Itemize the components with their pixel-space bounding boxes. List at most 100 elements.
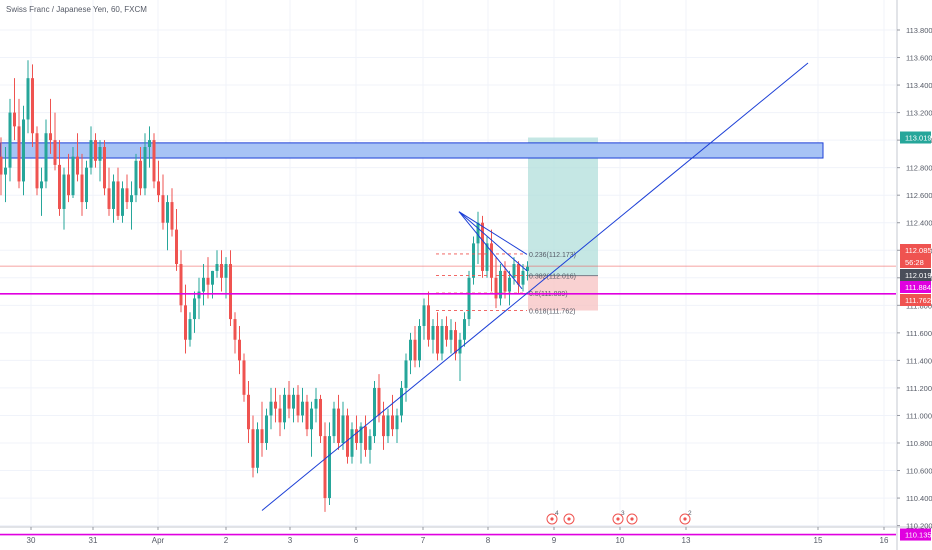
candle xyxy=(395,408,399,443)
candle xyxy=(233,312,237,354)
candle xyxy=(130,181,133,230)
price-tag: 112.085 xyxy=(900,244,932,256)
price-tag-background xyxy=(900,269,931,281)
candle-body xyxy=(35,133,39,189)
candle xyxy=(26,60,30,134)
event-marker[interactable]: 4 xyxy=(546,510,559,525)
candle xyxy=(346,408,349,464)
candle xyxy=(413,325,417,368)
candle-body xyxy=(328,436,331,499)
candle xyxy=(139,147,142,196)
candle-body xyxy=(31,78,34,134)
candle-body xyxy=(103,147,106,189)
price-tag-label: 111.762 xyxy=(905,296,931,305)
candle xyxy=(179,250,183,313)
event-marker[interactable] xyxy=(626,513,638,525)
candle-body xyxy=(440,325,444,354)
candle xyxy=(58,140,61,216)
candle xyxy=(35,126,39,196)
candle xyxy=(197,277,201,320)
time-tick-label: 6 xyxy=(354,536,359,545)
candle-body xyxy=(139,160,142,189)
candle-body xyxy=(310,408,313,430)
candle-body xyxy=(179,264,183,306)
triangle-upper-line-a[interactable] xyxy=(458,211,528,255)
candle xyxy=(526,261,529,281)
candle xyxy=(278,394,282,437)
candle-body xyxy=(413,339,417,361)
candle xyxy=(485,236,489,278)
candle xyxy=(274,387,277,423)
candle-body xyxy=(76,156,79,175)
candle-body xyxy=(161,195,165,223)
candle xyxy=(373,381,376,443)
candle-body xyxy=(494,277,498,299)
ascending-trendline[interactable] xyxy=(261,62,809,511)
candle xyxy=(80,153,84,216)
candle-body xyxy=(94,140,97,161)
candle xyxy=(215,250,219,278)
time-axis[interactable]: 30 31 Apr 2 3 6 7 8 9 10 13 15 16 xyxy=(0,526,932,545)
candle xyxy=(31,64,34,148)
candle-body xyxy=(319,398,322,437)
candle xyxy=(143,133,147,196)
candle-body xyxy=(359,426,363,443)
candle-body xyxy=(485,243,489,271)
candle xyxy=(463,312,466,347)
candle xyxy=(454,321,457,361)
time-tick-label: 31 xyxy=(89,536,98,545)
candle xyxy=(458,332,462,382)
candle xyxy=(260,401,264,457)
candle xyxy=(4,147,7,203)
candle xyxy=(17,98,21,189)
resistance-zone[interactable] xyxy=(0,142,824,159)
price-tick-label: 113.200 xyxy=(906,109,932,118)
candle-body xyxy=(391,415,394,430)
price-axis[interactable]: 110.200 110.400 110.600 110.800 111.000 111.2… xyxy=(896,0,932,550)
event-marker-count: 3 xyxy=(621,510,625,517)
candle-body xyxy=(130,195,133,203)
candle xyxy=(499,264,502,306)
grid xyxy=(0,0,896,527)
price-tag: 110.135 xyxy=(900,528,932,541)
candle xyxy=(8,98,12,182)
candle xyxy=(103,140,106,196)
candle xyxy=(157,160,160,203)
price-tick-label: 113.400 xyxy=(906,81,932,90)
event-markers: 4 3 2 xyxy=(546,510,692,525)
position-target-zone[interactable] xyxy=(528,137,598,276)
event-marker[interactable]: 2 xyxy=(679,510,692,525)
price-tag-background xyxy=(900,244,931,256)
candle xyxy=(184,284,187,354)
candle-body xyxy=(386,415,390,437)
price-tag-label: 56:28 xyxy=(905,258,924,267)
candle xyxy=(98,140,102,182)
candle-body xyxy=(350,429,354,457)
candle-body xyxy=(292,394,295,409)
candle xyxy=(283,387,286,430)
candle-body xyxy=(521,270,525,285)
candle xyxy=(391,394,394,437)
candle-body xyxy=(247,394,250,430)
candle-body xyxy=(89,140,93,168)
price-tick-label: 111.400 xyxy=(906,356,932,365)
triangle-upper-line-c[interactable] xyxy=(458,211,523,290)
event-marker[interactable] xyxy=(563,513,575,525)
candle xyxy=(436,312,439,361)
candle xyxy=(269,387,273,430)
triangle-upper-line-b[interactable] xyxy=(458,211,528,272)
time-tick-label: 7 xyxy=(421,536,426,545)
candle-body xyxy=(107,188,111,209)
event-marker[interactable]: 3 xyxy=(612,510,625,525)
candle xyxy=(85,160,88,209)
candle xyxy=(22,105,25,196)
time-tick-label: 3 xyxy=(288,536,293,545)
candle-body xyxy=(269,401,273,416)
candle xyxy=(206,257,210,299)
candle-body xyxy=(332,408,336,437)
candle-body xyxy=(116,181,120,216)
candle-body xyxy=(215,264,219,271)
candle-body xyxy=(112,181,115,209)
event-marker-count: 4 xyxy=(555,510,559,517)
